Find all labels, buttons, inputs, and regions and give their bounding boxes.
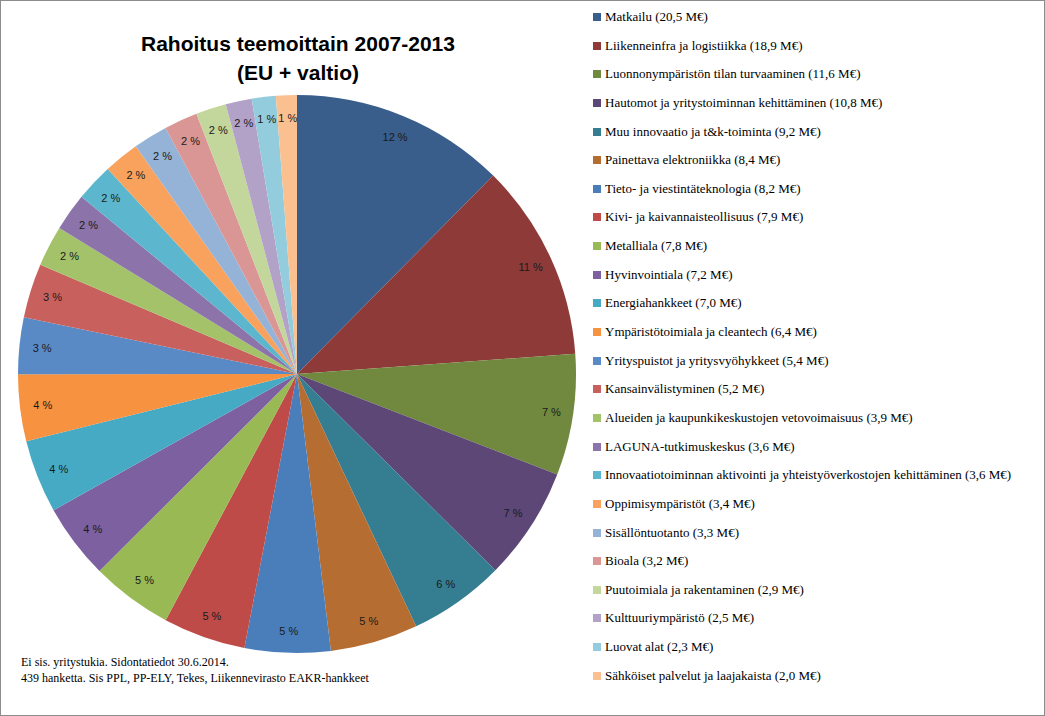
svg-text:7 %: 7 % <box>504 507 523 519</box>
svg-text:12 %: 12 % <box>383 131 408 143</box>
svg-text:2 %: 2 % <box>234 117 253 129</box>
html-text:(EU + valtio): (EU + valtio) <box>237 61 359 84</box>
svg-text:3 %: 3 % <box>33 342 52 354</box>
html-text:Bioala (3,2 M€): Bioala (3,2 M€) <box>605 553 689 569</box>
html-text:Hautomot ja yritystoiminnan ke: Hautomot ja yritystoiminnan kehittäminen… <box>605 94 883 110</box>
html-text:Kansainvälistyminen (5,2 M€): Kansainvälistyminen (5,2 M€) <box>605 381 765 397</box>
html-text:Oppimisympäristöt (3,4 M€): Oppimisympäristöt (3,4 M€) <box>605 495 755 511</box>
html-text:Rahoitus teemoittain 2007-2013: Rahoitus teemoittain 2007-2013 <box>141 32 455 55</box>
svg-text:2 %: 2 % <box>60 250 79 262</box>
svg-text:2 %: 2 % <box>126 169 145 181</box>
html-text:439 hanketta. Sis PPL, PP-ELY,: 439 hanketta. Sis PPL, PP-ELY, Tekes, Li… <box>21 671 369 685</box>
svg-text:1 %: 1 % <box>257 113 276 125</box>
svg-text:2 %: 2 % <box>181 135 200 147</box>
html-text:Ei sis. yritystukia. Sidontati: Ei sis. yritystukia. Sidontatiedot 30.6.… <box>21 655 229 669</box>
html-text:LAGUNA-tutkimuskeskus (3,6 M€): LAGUNA-tutkimuskeskus (3,6 M€) <box>605 438 795 454</box>
html-text:Alueiden ja kaupunkikeskustoje: Alueiden ja kaupunkikeskustojen vetovoim… <box>605 410 913 425</box>
html-text:Innovaatiotoiminnan aktivointi: Innovaatiotoiminnan aktivointi ja yhteis… <box>605 467 1012 483</box>
svg-text:6 %: 6 % <box>436 578 455 590</box>
svg-text:2 %: 2 % <box>79 219 98 231</box>
html-text:Ympäristötoimiala ja cleantech: Ympäristötoimiala ja cleantech (6,4 M€) <box>605 324 817 339</box>
svg-text:4 %: 4 % <box>49 463 68 475</box>
html-text:Energiahankkeet (7,0 M€): Energiahankkeet (7,0 M€) <box>605 295 742 311</box>
html-text:Sähköiset palvelut ja laajakai: Sähköiset palvelut ja laajakaista (2,0 M… <box>605 667 821 683</box>
svg-text:2 %: 2 % <box>101 192 120 204</box>
html-text:Sisällöntuotanto (3,3 M€): Sisällöntuotanto (3,3 M€) <box>605 524 739 540</box>
html-text:Yrityspuistot ja yritysvyöhykk: Yrityspuistot ja yritysvyöhykkeet (5,4 M… <box>605 352 829 368</box>
html-text:Puutoimiala ja rakentaminen (2: Puutoimiala ja rakentaminen (2,9 M€) <box>605 581 804 597</box>
html-text:Tieto- ja viestintäteknologia: Tieto- ja viestintäteknologia (8,2 M€) <box>605 180 801 196</box>
html-text:Painettava elektroniikka (8,4: Painettava elektroniikka (8,4 M€) <box>605 152 781 168</box>
svg-text:4 %: 4 % <box>33 399 52 411</box>
svg-text:4 %: 4 % <box>83 523 102 535</box>
html-text:Liikenneinfra ja logistiikka (: Liikenneinfra ja logistiikka (18,9 M€) <box>605 37 803 53</box>
svg-text:5 %: 5 % <box>135 574 154 586</box>
html-text:Hyvinvointiala (7,2 M€): Hyvinvointiala (7,2 M€) <box>605 266 733 282</box>
html-text:Muu innovaatio ja t&k-toiminta: Muu innovaatio ja t&k-toiminta (9,2 M€) <box>605 123 821 139</box>
html-text:Luovat alat (2,3 M€): Luovat alat (2,3 M€) <box>605 639 714 655</box>
svg-text:5 %: 5 % <box>279 625 298 637</box>
svg-text:2 %: 2 % <box>209 124 228 136</box>
svg-text:5 %: 5 % <box>359 615 378 627</box>
svg-text:5 %: 5 % <box>202 610 221 622</box>
svg-text:3 %: 3 % <box>43 291 62 303</box>
svg-text:7 %: 7 % <box>542 406 561 418</box>
svg-text:2 %: 2 % <box>153 150 172 162</box>
html-text:Kulttuuriympäristö (2,5 M€): Kulttuuriympäristö (2,5 M€) <box>605 610 755 626</box>
html-text:Matkailu (20,5 M€): Matkailu (20,5 M€) <box>605 9 708 24</box>
html-text:Metalliala (7,8 M€): Metalliala (7,8 M€) <box>605 238 708 254</box>
html-text:Kivi- ja kaivannaisteollisuus: Kivi- ja kaivannaisteollisuus (7,9 M€) <box>605 209 804 225</box>
svg-text:1 %: 1 % <box>278 112 297 124</box>
svg-text:11 %: 11 % <box>519 261 543 273</box>
html-text:Luonnonympäristön tilan turvaa: Luonnonympäristön tilan turvaaminen (11,… <box>605 66 861 82</box>
